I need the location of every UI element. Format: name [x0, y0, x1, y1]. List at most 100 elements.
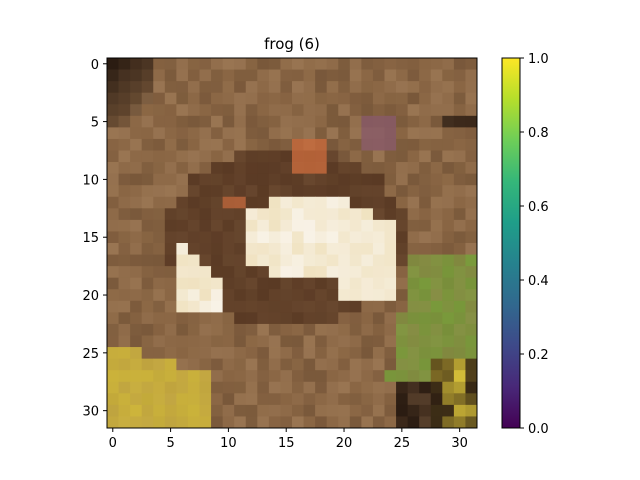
image-pixel: [199, 358, 212, 371]
image-pixel: [222, 208, 235, 221]
image-pixel: [372, 138, 385, 151]
image-pixel: [361, 162, 374, 175]
image-pixel: [153, 277, 166, 290]
image-pixel: [164, 312, 177, 325]
image-pixel: [280, 81, 293, 94]
image-pixel: [442, 150, 455, 163]
image-pixel: [349, 347, 362, 360]
image-pixel: [153, 127, 166, 140]
image-pixel: [164, 162, 177, 175]
image-pixel: [396, 254, 409, 267]
image-pixel: [349, 335, 362, 348]
image-pixel: [465, 127, 477, 140]
image-pixel: [292, 127, 304, 140]
image-pixel: [292, 196, 304, 209]
image-pixel: [442, 254, 455, 267]
image-pixel: [280, 115, 293, 128]
image-pixel: [453, 347, 466, 360]
image-pixel: [372, 381, 385, 394]
image-pixel: [407, 335, 420, 348]
image-pixel: [442, 335, 455, 348]
image-pixel: [430, 416, 443, 428]
image-pixel: [257, 277, 270, 290]
image-pixel: [407, 150, 420, 163]
image-pixel: [326, 404, 339, 417]
image-pixel: [407, 196, 420, 209]
image-pixel: [465, 150, 477, 163]
image-pixel: [211, 416, 224, 428]
image-pixel: [292, 115, 304, 128]
image-pixel: [419, 335, 432, 348]
image-pixel: [187, 127, 200, 140]
image-pixel: [419, 173, 432, 186]
image-pixel: [465, 370, 477, 383]
image-pixel: [315, 243, 328, 255]
image-pixel: [453, 254, 466, 267]
image-pixel: [222, 289, 235, 302]
image-pixel: [396, 81, 409, 94]
image-pixel: [338, 104, 351, 117]
image-pixel: [407, 347, 420, 360]
image-pixel: [257, 173, 270, 186]
image-pixel: [349, 243, 362, 255]
image-pixel: [199, 231, 212, 244]
image-pixel: [211, 185, 224, 198]
image-pixel: [164, 347, 177, 360]
image-pixel: [153, 58, 166, 70]
image-pixel: [326, 277, 339, 290]
image-pixel: [280, 323, 293, 336]
image-pixel: [234, 69, 247, 82]
image-pixel: [292, 58, 304, 70]
image-pixel: [303, 393, 316, 406]
image-pixel: [130, 104, 143, 117]
image-pixel: [222, 219, 235, 232]
image-pixel: [419, 150, 432, 163]
image-pixel: [118, 289, 131, 302]
image-pixel: [419, 289, 432, 302]
image-pixel: [384, 416, 397, 428]
image-pixel: [164, 92, 177, 105]
image-pixel: [211, 300, 224, 313]
image-pixel: [419, 185, 432, 198]
image-pixel: [453, 335, 466, 348]
image-pixel: [372, 404, 385, 417]
image-pixel: [361, 370, 374, 383]
image-pixel: [280, 300, 293, 313]
image-pixel: [130, 243, 143, 255]
image-pixel: [453, 300, 466, 313]
y-tick-label: 0: [91, 58, 99, 73]
image-pixel: [211, 381, 224, 394]
image-pixel: [442, 104, 455, 117]
image-pixel: [164, 277, 177, 290]
image-pixel: [407, 208, 420, 221]
image-pixel: [257, 127, 270, 140]
image-pixel: [141, 254, 154, 267]
image-pixel: [303, 58, 316, 70]
image-pixel: [303, 138, 316, 151]
image-pixel: [453, 69, 466, 82]
image-pixel: [141, 335, 154, 348]
image-pixel: [315, 92, 328, 105]
image-pixel: [141, 381, 154, 394]
image-pixel: [442, 404, 455, 417]
image-pixel: [107, 81, 119, 94]
image-pixel: [118, 208, 131, 221]
image-pixel: [372, 266, 385, 279]
image-pixel: [326, 58, 339, 70]
image-pixel: [153, 162, 166, 175]
image-pixel: [361, 358, 374, 371]
image-pixel: [465, 323, 477, 336]
image-pixel: [292, 335, 304, 348]
image-pixel: [384, 347, 397, 360]
image-pixel: [199, 381, 212, 394]
image-pixel: [303, 127, 316, 140]
image-pixel: [211, 266, 224, 279]
image-pixel: [372, 104, 385, 117]
image-pixel: [153, 347, 166, 360]
image-pixel: [280, 381, 293, 394]
image-pixel: [141, 370, 154, 383]
image-pixel: [199, 208, 212, 221]
image-pixel: [326, 289, 339, 302]
image-pixel: [268, 173, 281, 186]
